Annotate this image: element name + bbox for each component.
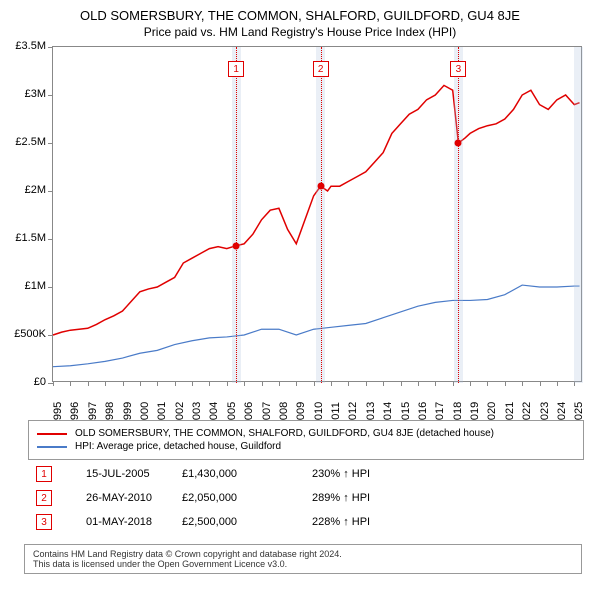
legend-swatch — [37, 446, 67, 448]
plot-marker-badge: 3 — [450, 61, 466, 77]
marker-badge: 3 — [36, 514, 52, 530]
plot-marker-badge: 1 — [228, 61, 244, 77]
marker-pct: 228% ↑ HPI — [312, 516, 432, 528]
y-tick-label: £500K — [14, 328, 46, 340]
marker-date: 15-JUL-2005 — [52, 468, 182, 480]
footer-attribution: Contains HM Land Registry data © Crown c… — [24, 544, 582, 574]
marker-pct: 289% ↑ HPI — [312, 492, 432, 504]
title-block: OLD SOMERSBURY, THE COMMON, SHALFORD, GU… — [0, 0, 600, 43]
marker-date: 01-MAY-2018 — [52, 516, 182, 528]
y-tick-label: £3M — [25, 88, 46, 100]
y-tick-label: £2M — [25, 184, 46, 196]
sale-dot — [455, 140, 462, 147]
marker-price: £2,050,000 — [182, 492, 312, 504]
series-line — [53, 285, 580, 367]
y-tick-label: £2.5M — [15, 136, 46, 148]
sale-dot — [317, 183, 324, 190]
y-tick-label: £1.5M — [15, 232, 46, 244]
marker-table-row: 115-JUL-2005£1,430,000230% ↑ HPI — [28, 462, 432, 486]
chart-title: OLD SOMERSBURY, THE COMMON, SHALFORD, GU… — [10, 8, 590, 23]
footer-line-1: Contains HM Land Registry data © Crown c… — [33, 549, 573, 559]
marker-price: £1,430,000 — [182, 468, 312, 480]
y-tick-label: £1M — [25, 280, 46, 292]
chart-container: OLD SOMERSBURY, THE COMMON, SHALFORD, GU… — [0, 0, 600, 590]
marker-badge: 1 — [36, 466, 52, 482]
marker-price: £2,500,000 — [182, 516, 312, 528]
legend-label: OLD SOMERSBURY, THE COMMON, SHALFORD, GU… — [75, 428, 494, 439]
marker-table: 115-JUL-2005£1,430,000230% ↑ HPI226-MAY-… — [28, 462, 432, 534]
sale-dot — [233, 242, 240, 249]
plot-area: 1 2 3 — [52, 46, 582, 382]
marker-badge: 2 — [36, 490, 52, 506]
x-axis: 1995199619971998199920002001200220032004… — [52, 390, 582, 420]
legend-label: HPI: Average price, detached house, Guil… — [75, 441, 281, 452]
marker-table-row: 301-MAY-2018£2,500,000228% ↑ HPI — [28, 510, 432, 534]
series-line — [53, 85, 580, 335]
plot-marker-badge: 2 — [313, 61, 329, 77]
chart-subtitle: Price paid vs. HM Land Registry's House … — [10, 25, 590, 39]
marker-date: 26-MAY-2010 — [52, 492, 182, 504]
legend: OLD SOMERSBURY, THE COMMON, SHALFORD, GU… — [28, 420, 584, 460]
marker-pct: 230% ↑ HPI — [312, 468, 432, 480]
y-tick-label: £3.5M — [15, 40, 46, 52]
legend-swatch — [37, 433, 67, 435]
plot-svg — [53, 47, 583, 383]
marker-table-row: 226-MAY-2010£2,050,000289% ↑ HPI — [28, 486, 432, 510]
footer-line-2: This data is licensed under the Open Gov… — [33, 559, 573, 569]
y-axis: £0£500K£1M£1.5M£2M£2.5M£3M£3.5M — [0, 46, 46, 382]
legend-row: OLD SOMERSBURY, THE COMMON, SHALFORD, GU… — [37, 427, 575, 440]
y-tick-label: £0 — [34, 376, 46, 388]
legend-row: HPI: Average price, detached house, Guil… — [37, 440, 575, 453]
